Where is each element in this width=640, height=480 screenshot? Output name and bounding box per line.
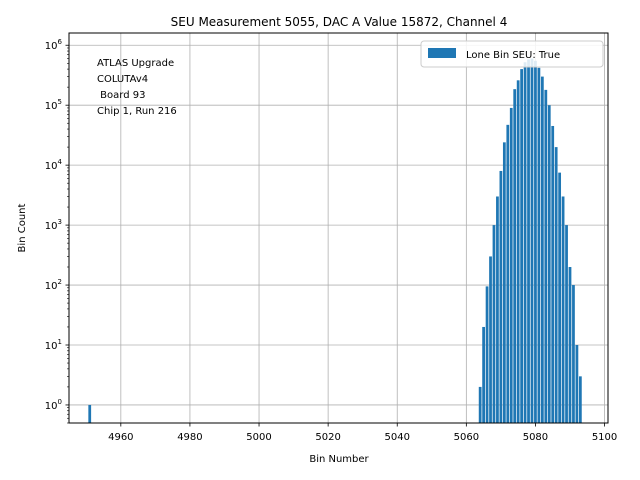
chart-title: SEU Measurement 5055, DAC A Value 15872,… [171, 15, 508, 29]
y-tick-label: 105 [45, 98, 62, 112]
x-tick-label: 5020 [315, 432, 340, 443]
annotation-block: ATLAS Upgrade COLUTAv4 Board 93 Chip 1, … [97, 58, 177, 117]
y-tick-label: 103 [45, 218, 62, 232]
histogram-bar [575, 345, 579, 423]
histogram-bar [523, 62, 527, 423]
x-tick-label: 5060 [454, 432, 479, 443]
annotation-line-4: Chip 1, Run 216 [97, 106, 177, 117]
histogram-bar [572, 285, 575, 423]
y-tick-label: 104 [45, 158, 63, 172]
annotation-line-1: ATLAS Upgrade [97, 58, 174, 69]
histogram-bar [482, 326, 485, 423]
histogram-bar [568, 267, 572, 423]
y-axis-label: Bin Count [17, 203, 28, 252]
histogram-bar [530, 58, 534, 423]
annotation-line-2: COLUTAv4 [97, 74, 148, 85]
x-tick-label: 5000 [246, 432, 271, 443]
histogram-bar [516, 80, 520, 423]
histogram-bar [554, 147, 558, 423]
histogram-bar [496, 196, 499, 423]
histogram-bar [547, 105, 551, 423]
histogram-bar [534, 60, 537, 424]
histogram-bar [509, 107, 513, 423]
histogram-bar [527, 59, 530, 423]
y-tick-label: 106 [45, 38, 63, 52]
histogram-bar [513, 89, 517, 423]
histogram-bar [485, 286, 489, 423]
x-tick-label: 4980 [177, 432, 202, 443]
histogram-bar [88, 404, 92, 423]
legend-box [420, 40, 604, 68]
histogram-bars [88, 58, 582, 424]
histogram-bar [502, 142, 506, 423]
annotation-line-3: Board 93 [97, 90, 145, 101]
x-tick-label: 5100 [592, 432, 617, 443]
histogram-bar [499, 170, 503, 423]
y-tick-label: 102 [45, 278, 62, 292]
histogram-bar [578, 376, 582, 423]
legend: Lone Bin SEU: True [420, 40, 604, 68]
y-tick-label: 101 [45, 338, 62, 352]
histogram-bar [489, 256, 492, 423]
legend-label: Lone Bin SEU: True [466, 50, 560, 61]
x-axis-ticks: 4960 4980 5000 5020 5040 5060 5080 5100 [108, 423, 617, 443]
y-axis-ticks: 100 101 102 103 104 105 106 [45, 38, 69, 424]
legend-swatch [428, 48, 456, 58]
histogram-bar [561, 196, 565, 423]
histogram-bar [551, 125, 555, 424]
histogram-bar [537, 67, 541, 423]
x-axis-label: Bin Number [309, 454, 369, 465]
histogram-bar [478, 386, 482, 423]
histogram-bar [520, 69, 524, 423]
histogram-bar [558, 172, 562, 423]
histogram-bar [506, 124, 510, 423]
histogram-bar [540, 76, 544, 423]
x-tick-label: 5040 [385, 432, 410, 443]
x-tick-label: 4960 [108, 432, 133, 443]
histogram-bar [544, 89, 548, 424]
histogram-bar [492, 225, 496, 423]
histogram-bar [565, 225, 568, 423]
x-tick-label: 5080 [523, 432, 548, 443]
y-tick-label: 100 [45, 398, 62, 412]
